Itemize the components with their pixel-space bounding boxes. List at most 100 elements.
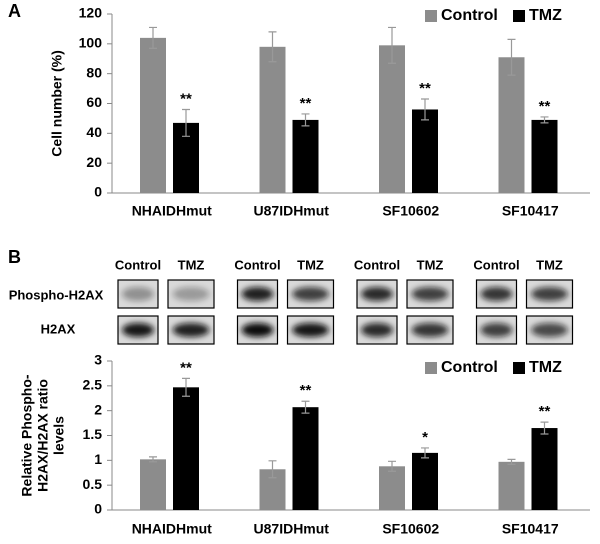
row-label: H2AX	[41, 321, 76, 336]
blot-band	[122, 287, 154, 301]
significance-label: **	[300, 382, 312, 399]
error-bar	[507, 458, 516, 465]
error-bar	[540, 421, 549, 435]
x-tick-label: SF10602	[382, 203, 439, 219]
legend-label: TMZ	[529, 359, 562, 376]
y-tick-label: 100	[79, 35, 103, 51]
x-tick-label: SF10417	[502, 203, 559, 219]
lane-label: Control	[115, 257, 161, 272]
error-bar	[149, 456, 157, 463]
x-tick-label: U87IDHmut	[254, 521, 330, 537]
bar	[412, 452, 438, 510]
legend-swatch	[425, 10, 437, 22]
blot-band	[292, 287, 329, 301]
significance-label: **	[180, 359, 192, 376]
y-axis-label: Cell number (%)	[49, 50, 65, 157]
lane-label: TMZ	[178, 257, 205, 272]
y-tick-label: 1	[94, 451, 102, 467]
error-bar	[540, 116, 549, 124]
bar	[173, 387, 199, 510]
legend-label: Control	[441, 7, 498, 24]
y-tick-label: 120	[79, 5, 103, 21]
significance-label: **	[300, 95, 312, 112]
y-tick-label: 0	[94, 184, 102, 200]
y-tick-label: 80	[86, 64, 102, 80]
y-tick-label: 2	[94, 401, 102, 417]
blot-band	[292, 323, 329, 337]
y-axis-label: Relative Phospho-	[19, 374, 35, 496]
error-bar	[421, 447, 429, 459]
legend-swatch	[425, 362, 437, 374]
lane-label: TMZ	[297, 257, 324, 272]
y-tick-label: 20	[86, 154, 102, 170]
y-tick-label: 2.5	[83, 377, 103, 393]
error-bar	[182, 377, 190, 397]
significance-label: **	[419, 80, 431, 97]
row-label: Phospho-H2AX	[9, 287, 104, 302]
error-bar	[301, 400, 310, 414]
blot-band	[531, 323, 568, 337]
lane-label: TMZ	[536, 257, 563, 272]
y-tick-label: 60	[86, 94, 102, 110]
blot-band	[531, 287, 568, 301]
x-tick-label: NHAIDHmut	[132, 521, 212, 537]
bar	[140, 459, 166, 510]
bar	[531, 428, 558, 510]
bar	[140, 37, 166, 193]
bar	[292, 119, 319, 193]
legend-swatch	[513, 362, 525, 374]
bar	[498, 461, 525, 510]
y-tick-label: 1.5	[83, 426, 103, 442]
blot-band	[172, 287, 210, 301]
y-tick-label: 0	[94, 501, 102, 517]
error-bar	[268, 460, 277, 479]
y-axis-label: levels	[51, 416, 67, 455]
bar	[379, 45, 405, 194]
lane-label: Control	[234, 257, 280, 272]
blot-band	[480, 323, 513, 337]
x-tick-label: SF10417	[502, 521, 559, 537]
blot-band	[361, 287, 393, 301]
error-bar	[388, 26, 396, 64]
significance-label: **	[539, 403, 551, 420]
lane-label: Control	[354, 257, 400, 272]
error-bar	[507, 38, 516, 76]
y-tick-label: 40	[86, 124, 102, 140]
significance-label: **	[539, 98, 551, 115]
blot-band	[411, 323, 449, 337]
panel-label: A	[8, 1, 21, 21]
legend-swatch	[513, 10, 525, 22]
blot-band	[241, 287, 274, 301]
significance-label: **	[180, 90, 192, 107]
y-tick-label: 3	[94, 352, 102, 368]
blot-band	[241, 323, 274, 337]
panel-label: B	[8, 247, 21, 267]
bar	[412, 109, 438, 193]
bar	[498, 57, 525, 194]
y-tick-label: 0.5	[83, 476, 103, 492]
lane-label: TMZ	[417, 257, 444, 272]
legend-label: TMZ	[529, 7, 562, 24]
legend-label: Control	[441, 359, 498, 376]
blot-band	[411, 287, 449, 301]
error-bar	[182, 108, 190, 137]
error-bar	[149, 26, 157, 49]
bar	[259, 46, 286, 193]
significance-label: *	[422, 429, 428, 446]
x-tick-label: U87IDHmut	[254, 203, 330, 219]
lane-label: Control	[473, 257, 519, 272]
x-tick-label: SF10602	[382, 521, 439, 537]
blot-band	[122, 323, 154, 337]
error-bar	[301, 113, 310, 127]
y-axis-label: H2AX/H2AX ratio	[35, 379, 51, 492]
error-bar	[421, 98, 429, 121]
x-tick-label: NHAIDHmut	[132, 203, 212, 219]
bar	[531, 119, 558, 193]
bar	[379, 466, 405, 510]
error-bar	[268, 31, 277, 63]
blot-band	[172, 323, 210, 337]
error-bar	[388, 460, 396, 472]
blot-band	[361, 323, 393, 337]
bar	[292, 407, 319, 510]
